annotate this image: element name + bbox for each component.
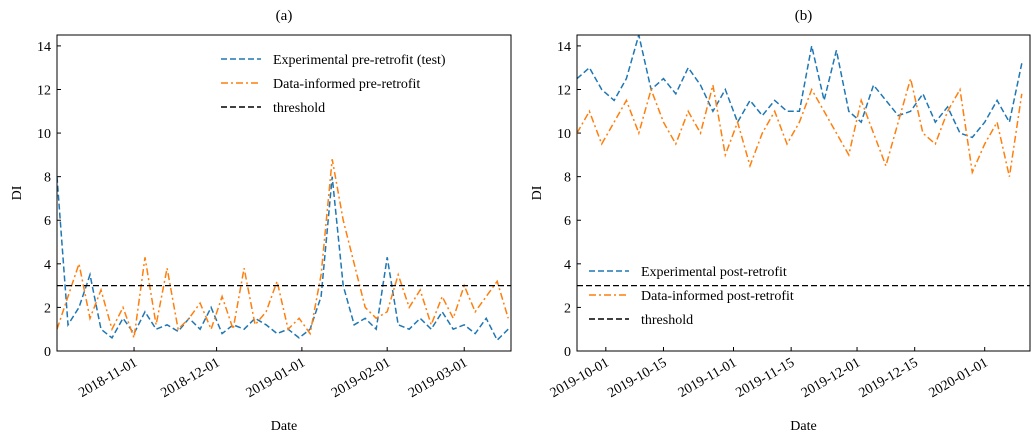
legend-label: Data-informed post-retrofit bbox=[641, 289, 794, 304]
y-tick-label: 2 bbox=[44, 301, 51, 316]
legend-label: Data-informed pre-retrofit bbox=[273, 77, 420, 92]
legend-label: Experimental pre-retrofit (test) bbox=[273, 53, 446, 68]
title: (a) bbox=[276, 8, 293, 24]
x-tick-label: 2019-10-01 bbox=[548, 355, 612, 401]
y-tick-label: 2 bbox=[564, 301, 571, 316]
x-tick-label: 2019-03-01 bbox=[406, 355, 470, 401]
y-tick-label: 0 bbox=[44, 345, 51, 360]
y-tick-label: 12 bbox=[37, 83, 51, 98]
axes-frame bbox=[56, 34, 512, 352]
y-axis-label: DI bbox=[530, 185, 545, 200]
y-tick-label: 10 bbox=[557, 127, 571, 142]
y-tick-label: 10 bbox=[37, 127, 51, 142]
x-tick-label: 2019-11-01 bbox=[676, 355, 740, 400]
y-tick-label: 4 bbox=[44, 258, 51, 273]
x-axis-label: Date bbox=[271, 419, 297, 434]
y-tick-label: 6 bbox=[564, 214, 571, 229]
y-tick-label: 8 bbox=[564, 171, 571, 186]
x-tick-label: 2018-12-01 bbox=[159, 355, 223, 401]
y-tick-label: 8 bbox=[44, 171, 51, 186]
x-axis-label: Date bbox=[790, 419, 816, 434]
x-tick-label: 2019-12-15 bbox=[857, 355, 921, 401]
y-tick-label: 14 bbox=[37, 40, 51, 55]
y-tick-label: 6 bbox=[44, 214, 51, 229]
legend-label: threshold bbox=[641, 313, 693, 328]
y-tick-label: 12 bbox=[557, 83, 571, 98]
x-tick-label: 2019-11-15 bbox=[734, 355, 798, 400]
title: (b) bbox=[795, 8, 813, 24]
x-tick-label: 2019-02-01 bbox=[329, 355, 393, 401]
x-tick-label: 2019-01-01 bbox=[244, 355, 308, 401]
y-axis-label: DI bbox=[10, 185, 25, 200]
x-tick-label: 2019-10-15 bbox=[605, 355, 669, 401]
y-tick-label: 4 bbox=[564, 258, 571, 273]
series-line bbox=[57, 176, 509, 342]
y-tick-label: 14 bbox=[557, 40, 571, 55]
series-line bbox=[577, 78, 1023, 177]
x-tick-label: 2018-11-01 bbox=[76, 355, 140, 400]
y-tick-label: 0 bbox=[564, 345, 571, 360]
series-line bbox=[57, 159, 509, 339]
x-tick-label: 2020-01-01 bbox=[927, 355, 991, 401]
legend-label: threshold bbox=[273, 101, 325, 116]
axes-frame bbox=[576, 34, 1031, 352]
x-tick-label: 2019-12-01 bbox=[799, 355, 863, 401]
legend-label: Experimental post-retrofit bbox=[641, 265, 787, 280]
